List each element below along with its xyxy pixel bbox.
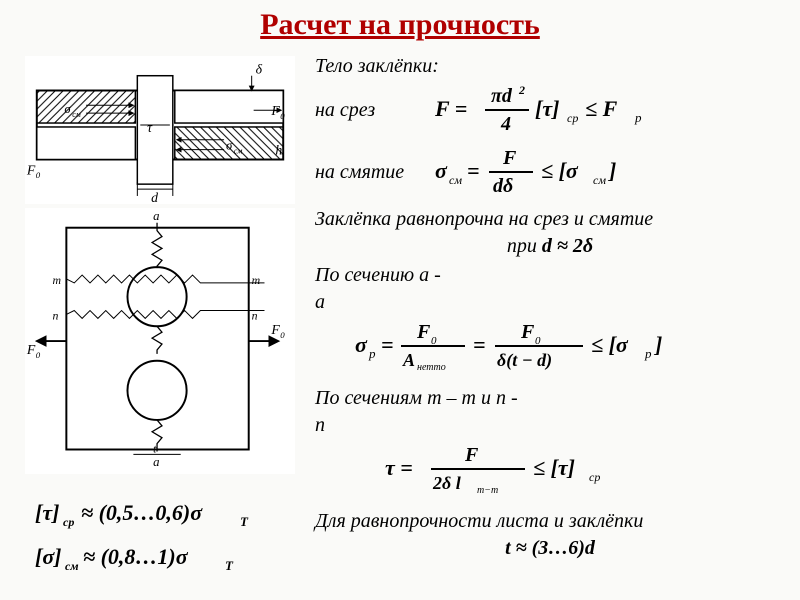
svg-text:ср: ср (63, 515, 74, 529)
svg-text:h: h (275, 143, 282, 158)
svg-text:dδ: dδ (493, 175, 513, 197)
formula-crush: σ см = F dδ ≤ [σ см ] (435, 144, 715, 200)
svg-text:d: d (151, 190, 158, 204)
svg-text:см: см (593, 173, 606, 187)
svg-text:p: p (368, 346, 376, 361)
label-n2: n (315, 414, 785, 437)
svg-text:[τ]: [τ] (535, 96, 559, 121)
content-row: σсм σсм τ δ F0 h d F0 (0, 46, 800, 586)
svg-text:≈ (0,5…0,6)σ: ≈ (0,5…0,6)σ (81, 500, 203, 525)
svg-text:см: см (72, 110, 81, 119)
svg-text:≈ (0,8…1)σ: ≈ (0,8…1)σ (83, 544, 189, 569)
allowable-stress-block: [τ] ср ≈ (0,5…0,6)σ T [σ] см ≈ (0,8…1)σ … (35, 492, 285, 586)
label-shear: на срез (315, 99, 435, 122)
svg-text:a: a (153, 455, 159, 469)
svg-text:0: 0 (280, 330, 285, 340)
svg-text:F: F (520, 321, 535, 343)
svg-text:2δ l: 2δ l (432, 473, 461, 493)
svg-text:[τ]: [τ] (35, 500, 59, 525)
svg-text:F: F (464, 444, 479, 466)
svg-text:n: n (252, 308, 258, 322)
svg-text:ср: ср (589, 470, 600, 484)
svg-text:]: ] (653, 332, 662, 357)
label-equiv-rivet: Заклёпка равнопрочна на срез и смятие (315, 208, 785, 231)
formula-tau-mn: τ = F 2δ l m−m ≤ [τ] ср (385, 441, 745, 499)
svg-text:F: F (26, 342, 36, 357)
svg-text:≤ [τ]: ≤ [τ] (533, 455, 575, 480)
svg-text:см: см (234, 147, 243, 156)
right-column: Тело заклёпки: на срез F = πd 2 4 [τ] ср… (305, 46, 800, 586)
svg-text:F: F (502, 147, 517, 169)
svg-text:=: = (473, 332, 486, 357)
label-body: Тело заклёпки: (315, 55, 785, 78)
svg-text:A: A (402, 350, 415, 370)
svg-text:≤ F: ≤ F (585, 96, 618, 121)
label-d-cond-row: при d ≈ 2δ (315, 235, 785, 258)
svg-text:]: ] (607, 158, 616, 183)
diagram-cross-section: σсм σсм τ δ F0 h d F0 (25, 56, 295, 204)
svg-text:0: 0 (280, 111, 285, 121)
svg-text:F: F (26, 162, 36, 177)
svg-text:F =: F = (435, 96, 467, 121)
svg-text:a: a (153, 209, 159, 223)
svg-text:ср: ср (567, 111, 578, 125)
svg-text:≤ [σ: ≤ [σ (541, 158, 579, 183)
svg-text:m−m: m−m (477, 485, 498, 496)
svg-text:m: m (252, 273, 261, 287)
svg-text:p: p (634, 110, 642, 125)
svg-text:n: n (53, 308, 59, 322)
svg-text:нетто: нетто (417, 362, 446, 373)
svg-text:см: см (449, 173, 462, 187)
svg-text:≤ [σ: ≤ [σ (591, 332, 629, 357)
svg-text:πd: πd (491, 85, 513, 107)
svg-text:m: m (53, 273, 62, 287)
label-section-a: По сечению a - (315, 264, 785, 287)
page-title: Расчет на прочность (0, 0, 800, 46)
label-when: при (507, 235, 537, 257)
svg-text:δ(t − d): δ(t − d) (497, 350, 552, 371)
svg-text:2: 2 (518, 83, 525, 97)
svg-text:=: = (381, 332, 394, 357)
svg-text:τ =: τ = (385, 455, 413, 480)
svg-text:см: см (65, 559, 79, 573)
svg-text:4: 4 (500, 113, 511, 135)
svg-text:p: p (644, 346, 652, 361)
svg-text:σ: σ (226, 139, 233, 153)
svg-text:F: F (416, 321, 431, 343)
formula-sigma-allow: [σ] см ≈ (0,8…1)σ T (35, 542, 285, 580)
formula-tau-allow: [τ] ср ≈ (0,5…0,6)σ T (35, 498, 285, 536)
svg-text:[σ]: [σ] (35, 544, 62, 569)
svg-text:0: 0 (36, 350, 41, 360)
svg-text:T: T (240, 514, 249, 529)
formula-d-cond: d ≈ 2δ (542, 235, 593, 257)
svg-text:F: F (270, 322, 280, 337)
label-crush: на смятие (315, 161, 435, 184)
formula-sigma-p: σ p = F 0 A нетто = F 0 δ(t − d) ≤ [σ p … (355, 318, 785, 376)
left-column: σсм σсм τ δ F0 h d F0 (0, 46, 305, 586)
svg-text:0: 0 (36, 170, 41, 180)
svg-text:=: = (467, 158, 480, 183)
label-equiv-sheet: Для равнопрочности листа и заклёпки (315, 510, 785, 533)
formula-shear: F = πd 2 4 [τ] ср ≤ F p (435, 82, 705, 138)
svg-text:δ: δ (256, 62, 263, 77)
svg-text:T: T (225, 558, 234, 573)
svg-text:σ: σ (435, 158, 448, 183)
svg-text:σ: σ (64, 102, 71, 116)
label-a2: a (315, 291, 785, 314)
label-section-mn: По сечениям m – m и n - (315, 387, 785, 410)
formula-t-cond: t ≈ (3…6)d (315, 537, 785, 560)
diagram-plan-view: a a mm nn F0 F0 t (25, 208, 295, 474)
svg-text:σ: σ (355, 332, 368, 357)
